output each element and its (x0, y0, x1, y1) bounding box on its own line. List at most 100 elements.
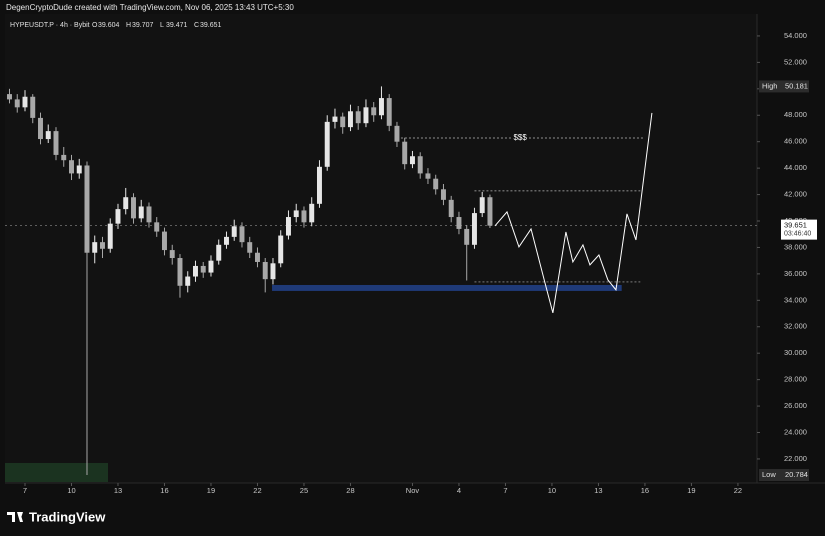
y-tick-label: 24.000 (784, 427, 807, 436)
ohlc-value: 39.604 (98, 22, 120, 29)
candle-body (471, 213, 477, 245)
ohlc-key: O (92, 22, 98, 29)
candle-body (45, 131, 51, 140)
candle-body (347, 111, 353, 128)
y-tick-label: 46.000 (784, 137, 807, 146)
candle-body (131, 197, 136, 219)
candle-body (309, 203, 315, 223)
candle-body (278, 235, 284, 264)
projection-line (494, 112, 653, 314)
candle-body (355, 111, 361, 124)
candle-body (162, 231, 167, 251)
y-tick-label: 22.000 (784, 454, 807, 463)
x-tick-label: 4 (457, 486, 461, 495)
y-tick-label: 34.000 (784, 295, 807, 304)
price-tag-box (759, 469, 809, 482)
candle-body (231, 226, 237, 237)
candle-body (386, 98, 392, 126)
candle-body (92, 242, 98, 253)
candle-body (363, 107, 369, 124)
candle-body (448, 199, 454, 218)
price-tag-value: 50.181 (785, 81, 808, 90)
candle-body (340, 116, 346, 128)
last-price-box (781, 219, 817, 240)
y-tick-label: 28.000 (784, 375, 807, 384)
y-tick-label: 38.000 (784, 242, 807, 251)
y-tick-label: 36.000 (784, 269, 807, 278)
candle-body (487, 197, 493, 226)
ohlc-value: 39.651 (200, 22, 222, 29)
candle-body (402, 141, 408, 165)
candle-body (479, 197, 485, 214)
candle-body (433, 178, 439, 190)
candle-body (425, 173, 431, 179)
y-tick-label: 26.000 (784, 401, 807, 410)
x-tick-label: 22 (253, 486, 261, 495)
ohlc-value: 39.707 (132, 22, 154, 29)
highlight-box (5, 463, 108, 482)
candle-body (208, 260, 214, 273)
x-tick-label: 25 (300, 486, 308, 495)
candle-body (285, 217, 291, 236)
y-tick-label: 52.000 (784, 57, 807, 66)
candle-body (254, 252, 260, 262)
x-tick-label: 7 (503, 486, 507, 495)
y-tick-label: 54.000 (784, 31, 807, 40)
price-tag-key: High (762, 81, 777, 90)
price-tag-value: 20.784 (785, 470, 808, 479)
candle-body (262, 261, 268, 280)
support-zone (272, 284, 622, 291)
candle-body (61, 154, 67, 161)
candle-body (223, 236, 229, 245)
candle-body (200, 265, 206, 273)
candle-body (293, 210, 299, 218)
plot-area (5, 14, 757, 483)
candle-body (177, 258, 183, 286)
candle-body (53, 131, 59, 155)
x-tick-label: Nov (406, 486, 420, 495)
candle-body (409, 156, 415, 165)
y-tick-label: 30.000 (784, 348, 807, 357)
candle-body (69, 160, 74, 174)
ohlc-key: C (194, 22, 199, 29)
last-price-label: 39.651 (784, 221, 807, 230)
candle-body (115, 209, 121, 224)
candle-body (185, 276, 191, 286)
x-tick-label: 7 (23, 486, 27, 495)
candle-body (394, 125, 400, 142)
countdown: 03:46:40 (784, 230, 811, 237)
candle-body (38, 117, 43, 140)
candle-body (30, 96, 36, 118)
ohlc-key: H (126, 22, 131, 29)
candle-body (456, 217, 462, 229)
ohlc-key: L (160, 22, 164, 29)
x-tick-label: 28 (346, 486, 354, 495)
candle-body (193, 265, 198, 277)
candle-body (7, 94, 12, 100)
x-tick-label: 22 (734, 486, 742, 495)
candle-body (169, 250, 175, 259)
candle-body (301, 210, 307, 223)
x-tick-label: 19 (687, 486, 695, 495)
y-tick-label: 44.000 (784, 163, 807, 172)
candle-body (14, 99, 20, 108)
x-tick-label: 16 (160, 486, 168, 495)
candle-body (270, 263, 276, 280)
y-tick-label: 32.000 (784, 322, 807, 331)
price-tag-box (759, 80, 809, 93)
candle-body (464, 228, 470, 245)
candle-body (216, 244, 222, 261)
candle-body (239, 226, 245, 243)
candle-body (324, 121, 330, 167)
price-tag-key: Low (762, 470, 776, 479)
x-tick-label: 13 (594, 486, 602, 495)
brand-logo: TradingView (7, 509, 106, 524)
x-tick-label: 16 (641, 486, 649, 495)
candle-body (146, 206, 152, 223)
candle-body (154, 222, 160, 232)
x-tick-label: 19 (207, 486, 215, 495)
candle-body (440, 189, 446, 200)
candle-body (138, 206, 144, 219)
